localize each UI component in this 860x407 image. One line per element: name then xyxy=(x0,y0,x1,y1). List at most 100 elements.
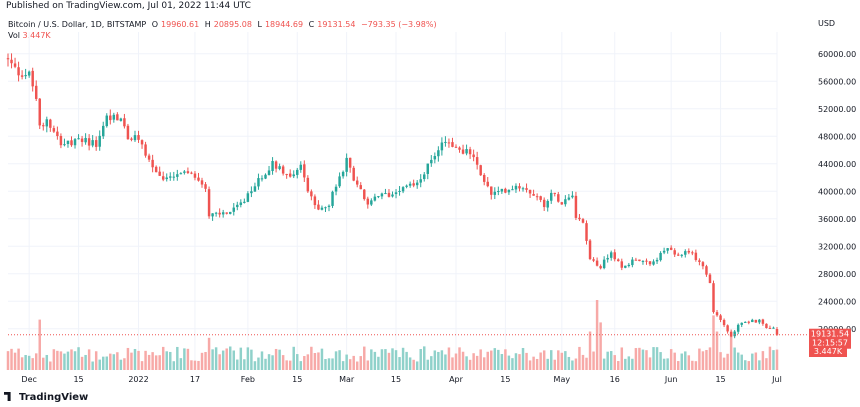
time-tick-label: Dec xyxy=(21,375,36,384)
volume-bar xyxy=(126,347,130,370)
candle-body xyxy=(592,259,595,261)
candle-body xyxy=(419,179,422,183)
candle-body xyxy=(267,170,271,175)
candle-body xyxy=(733,331,736,337)
candle-body xyxy=(144,144,147,156)
candle-body xyxy=(370,200,373,205)
volume-bar xyxy=(186,348,190,370)
volume-bar xyxy=(415,361,419,370)
candle-body xyxy=(705,266,708,275)
price-tick-label: 24000.00 xyxy=(818,297,856,306)
volume-bar xyxy=(423,346,426,370)
candle-body xyxy=(313,196,317,206)
candle-body xyxy=(183,171,186,173)
volume-bar xyxy=(775,349,779,370)
candle-body xyxy=(514,185,518,190)
volume-bar xyxy=(765,358,768,370)
candle-body xyxy=(606,257,609,260)
candle-body xyxy=(550,192,553,201)
candle-body xyxy=(500,188,504,192)
candle-body xyxy=(94,140,98,147)
volume-bar xyxy=(564,351,567,370)
price-tick-label: 32000.00 xyxy=(818,242,856,251)
candle-body xyxy=(765,323,768,328)
volume-bar xyxy=(511,358,514,370)
candle-body xyxy=(546,200,549,208)
volume-bar xyxy=(98,359,101,370)
candle-body xyxy=(722,319,726,326)
candle-body xyxy=(602,259,606,269)
candle-body xyxy=(225,212,228,214)
candle-body xyxy=(197,177,200,181)
candle-body xyxy=(63,144,66,146)
ohlc-legend: Bitcoin / U.S. Dollar, 1D, BITSTAMP O 199… xyxy=(8,20,440,29)
volume-bar xyxy=(179,358,183,370)
volume-bar xyxy=(77,347,80,370)
candle-body xyxy=(348,157,352,168)
tradingview-brand[interactable]: TradingView xyxy=(4,392,88,403)
volume-bar xyxy=(500,354,504,370)
candle-body xyxy=(525,188,528,190)
volume-bar xyxy=(475,355,479,370)
symbol-title[interactable]: Bitcoin / U.S. Dollar, 1D, BITSTAMP xyxy=(8,20,147,29)
time-tick-label: Mar xyxy=(339,375,355,384)
candle-body xyxy=(539,196,542,200)
volume-bar xyxy=(567,356,571,370)
volume-bar xyxy=(183,348,186,370)
candle-body xyxy=(468,149,472,155)
volume-bar xyxy=(345,354,348,370)
volume-bar xyxy=(490,350,493,370)
price-tick-label: 44000.00 xyxy=(818,160,856,169)
volume-bar xyxy=(250,349,253,370)
volume-bar xyxy=(595,300,599,370)
volume-bar xyxy=(299,361,303,370)
volume-bar xyxy=(13,352,17,370)
candle-body xyxy=(631,259,634,266)
candles xyxy=(6,53,779,339)
candle-body xyxy=(27,71,31,76)
candle-body xyxy=(59,135,63,146)
volume-bar xyxy=(334,351,338,370)
volume-bar xyxy=(560,352,564,370)
volume-bar xyxy=(680,353,683,370)
volume-bar xyxy=(574,358,578,370)
volume-bar xyxy=(673,352,676,370)
candle-body xyxy=(458,147,461,150)
candle-body xyxy=(147,155,151,160)
volume-bar xyxy=(497,349,500,370)
volume-bar xyxy=(433,350,437,370)
candle-body xyxy=(285,174,288,176)
volume-bar xyxy=(578,346,581,370)
volume-bar xyxy=(253,361,257,370)
candle-body xyxy=(532,193,535,196)
candle-body xyxy=(726,325,729,332)
candle-body xyxy=(666,248,669,251)
tradingview-logo-icon xyxy=(4,392,11,401)
candle-body xyxy=(84,137,87,143)
volume-bar xyxy=(599,322,602,370)
candle-body xyxy=(70,140,73,146)
volume-bar xyxy=(225,348,228,370)
volume-bar xyxy=(158,355,161,370)
candle-body xyxy=(116,114,119,121)
candle-body xyxy=(437,150,440,157)
volume-bar xyxy=(641,349,645,370)
price-tick-label: 52000.00 xyxy=(818,105,856,114)
published-note: Published on TradingView.com, Jul 01, 20… xyxy=(6,1,251,11)
candle-body xyxy=(729,331,733,337)
price-tick-label: 40000.00 xyxy=(818,187,856,196)
volume-bar xyxy=(581,354,585,370)
volume-bar xyxy=(401,347,405,370)
candle-body xyxy=(398,190,401,192)
volume-bar xyxy=(712,315,715,370)
low-label: L xyxy=(257,20,262,29)
volume-bar xyxy=(211,349,214,370)
volume-bar xyxy=(10,348,13,370)
volume-bar xyxy=(271,355,274,370)
volume-bar xyxy=(398,357,401,370)
volume-bar xyxy=(652,347,655,370)
volume-bar xyxy=(444,354,447,370)
volume-bar xyxy=(200,352,204,370)
